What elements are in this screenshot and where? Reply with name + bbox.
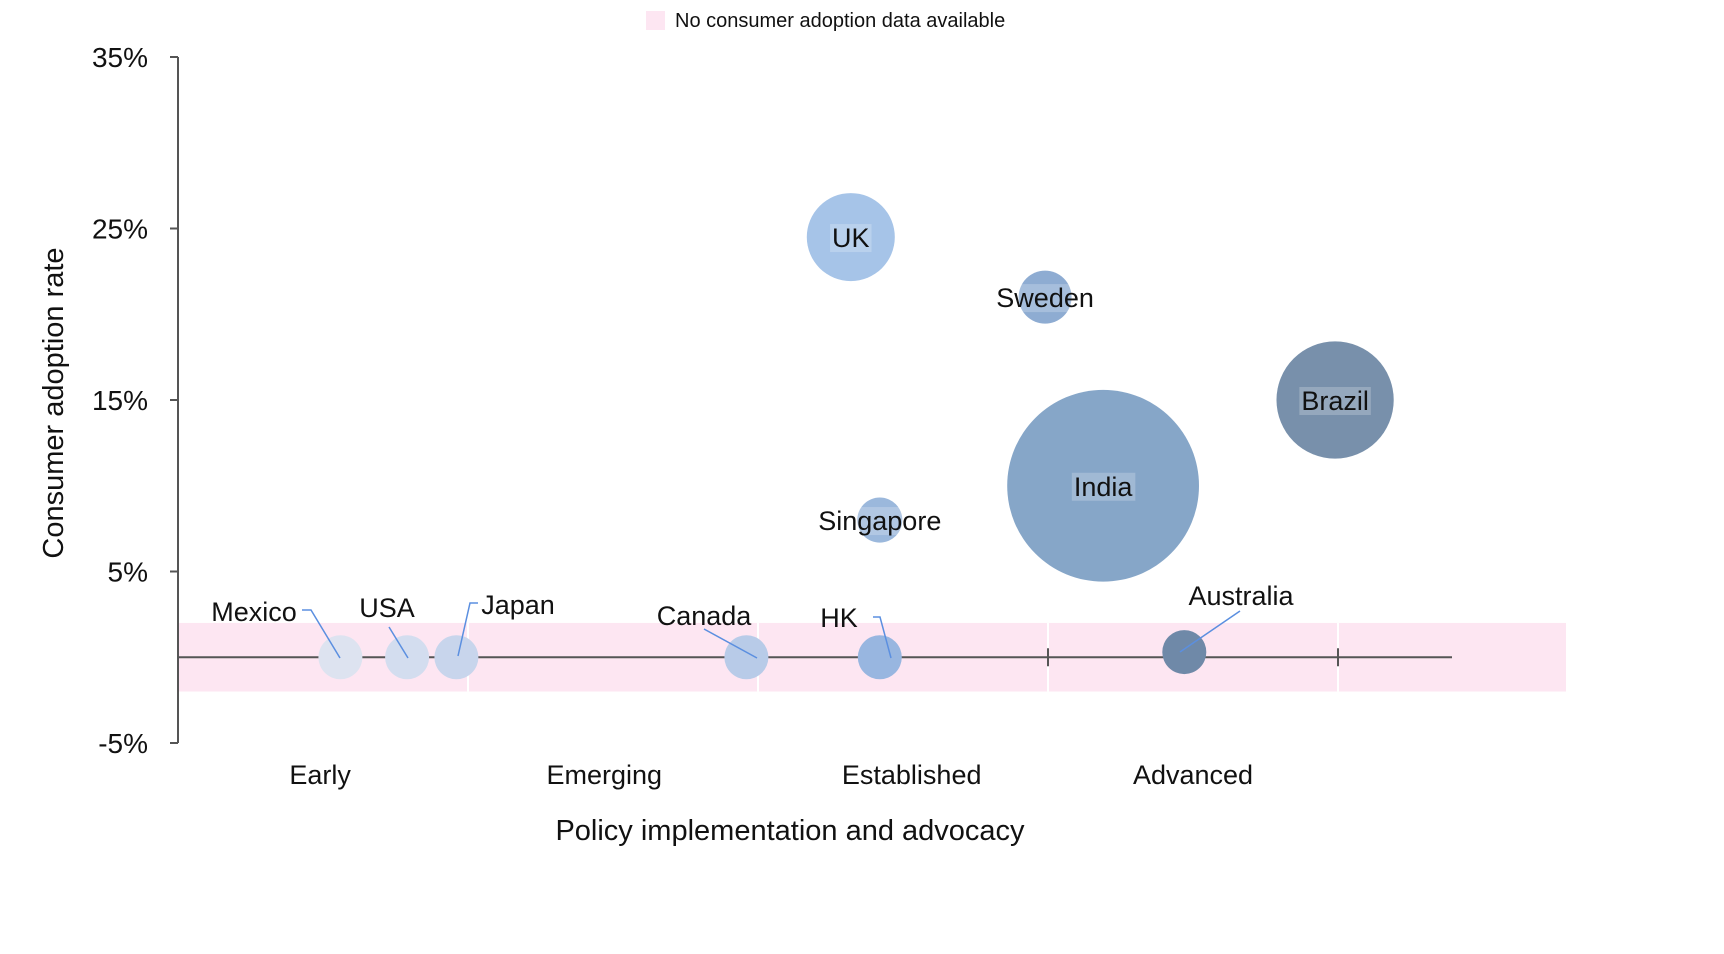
bubble-label-plate	[830, 224, 872, 253]
bubble-label-singapore: Singapore	[818, 506, 941, 536]
bubble-india[interactable]	[1007, 389, 1199, 582]
leader-line-japan	[457, 602, 478, 657]
x-axis-ticks: Early Emerging Established Advanced	[289, 648, 1339, 790]
leader-line-australia	[1179, 610, 1241, 653]
x-category-label: Emerging	[547, 760, 663, 790]
x-category-label: Early	[289, 760, 351, 790]
leader-line-canada	[703, 628, 758, 659]
bubble-label-plate	[1299, 387, 1371, 415]
leader-line-usa	[388, 626, 409, 659]
bubble-label-mexico: Mexico	[211, 597, 297, 627]
bubble-label-usa: USA	[359, 593, 415, 623]
y-axis-ticks: -5% 5% 15% 25% 35%	[92, 42, 178, 759]
y-tick-label: 15%	[92, 385, 148, 416]
bubble-label-canada: Canada	[657, 601, 753, 631]
y-tick-label: 5%	[108, 557, 148, 588]
bubble-canada[interactable]	[724, 635, 769, 680]
bubble-label-australia: Australia	[1188, 581, 1294, 611]
bubble-label-japan: Japan	[481, 590, 555, 620]
bubble-label-uk: UK	[832, 223, 870, 253]
legend-label: No consumer adoption data available	[675, 10, 1005, 32]
y-axis-title: Consumer adoption rate	[38, 247, 70, 558]
bubbles	[318, 193, 1394, 680]
bubble-japan[interactable]	[434, 635, 479, 680]
legend-swatch	[646, 11, 665, 30]
bubble-sweden[interactable]	[1018, 270, 1072, 324]
leader-line-mexico	[302, 609, 341, 659]
leader-line-hk	[873, 616, 892, 659]
bubble-brazil[interactable]	[1276, 341, 1394, 459]
x-category-label: Established	[842, 760, 982, 790]
bubble-hk[interactable]	[857, 635, 902, 680]
bubble-label-india: India	[1074, 472, 1134, 502]
bubble-singapore[interactable]	[857, 497, 903, 543]
bubble-label-plate	[1071, 472, 1136, 501]
bubble-label-brazil: Brazil	[1301, 386, 1369, 416]
y-tick-label: -5%	[98, 728, 148, 759]
bubble-australia[interactable]	[1162, 630, 1207, 675]
leader-lines	[302, 602, 1241, 659]
bubble-labels: Mexico USA Japan Canada HK Australia UK Sweden S…	[211, 223, 1371, 633]
bubble-uk[interactable]	[806, 193, 895, 282]
x-axis-title: Policy implementation and advocacy	[555, 815, 1025, 847]
y-tick-label: 25%	[92, 214, 148, 245]
bubble-label-hk: HK	[820, 603, 858, 633]
bubble-label-plate	[994, 284, 1096, 313]
y-tick-label: 35%	[92, 42, 148, 73]
legend: No consumer adoption data available	[646, 10, 1005, 32]
bubble-label-plate	[816, 507, 944, 536]
x-category-label: Advanced	[1133, 760, 1253, 790]
bubble-label-sweden: Sweden	[996, 283, 1094, 313]
